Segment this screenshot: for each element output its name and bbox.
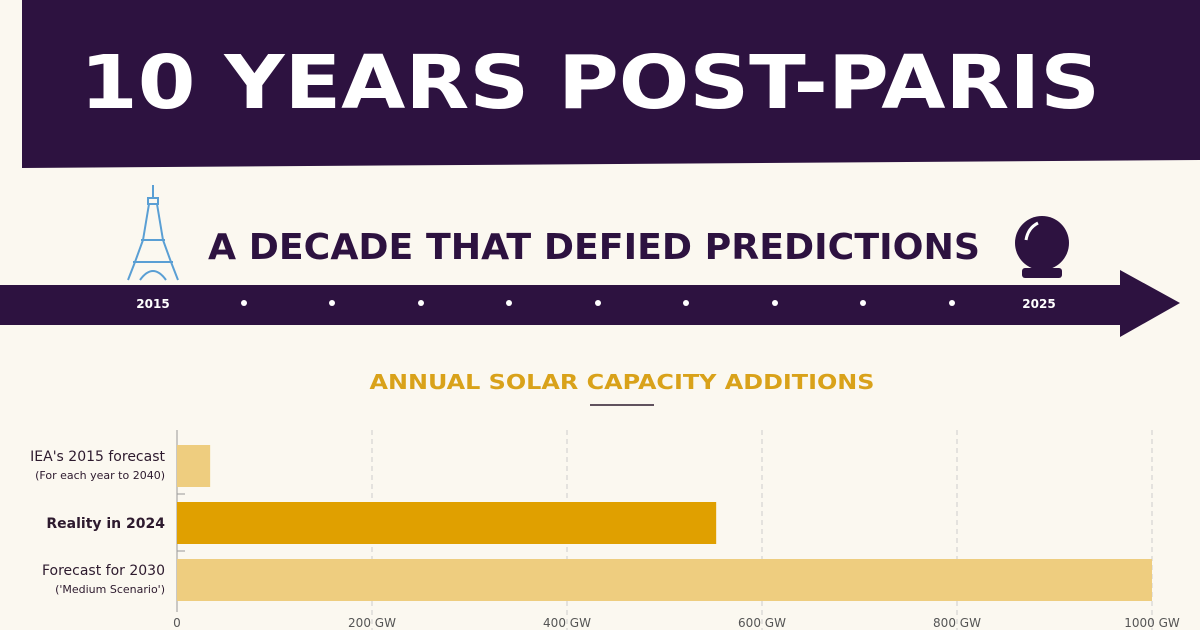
x-tick-label: 400 GW (543, 616, 591, 630)
x-tick-label: 600 GW (738, 616, 786, 630)
eiffel-icon (127, 185, 179, 281)
category-label: Forecast for 2030 (42, 563, 165, 579)
category-note: (For each year to 2040) (35, 469, 165, 482)
crystal-ball-icon (1015, 216, 1069, 278)
x-tick-label: 200 GW (348, 616, 396, 630)
title-banner (22, 0, 1200, 168)
page-title: 10 YEARS POST-PARIS (80, 40, 1100, 126)
chart: 0 200 GW 400 GW 600 GW 800 GW 1000 GW IEA's 20… (30, 430, 1180, 630)
bar (177, 559, 1152, 601)
x-tick-label: 1000 GW (1124, 616, 1180, 630)
category-note: ('Medium Scenario') (55, 583, 165, 596)
category-label: IEA's 2015 forecast (30, 449, 165, 465)
category-label: Reality in 2024 (46, 516, 165, 532)
page-subtitle: A DECADE THAT DEFIED PREDICTIONS (208, 227, 980, 268)
timeline-dots (241, 300, 955, 306)
bar (177, 445, 211, 487)
timeline-arrow (0, 270, 1180, 337)
x-tick-label: 0 (173, 616, 181, 630)
timeline-start: 2015 (136, 297, 169, 311)
timeline-end: 2025 (1022, 297, 1055, 311)
x-tick-label: 800 GW (933, 616, 981, 630)
bar (177, 502, 717, 544)
chart-title: ANNUAL SOLAR CAPACITY ADDITIONS (370, 370, 875, 394)
